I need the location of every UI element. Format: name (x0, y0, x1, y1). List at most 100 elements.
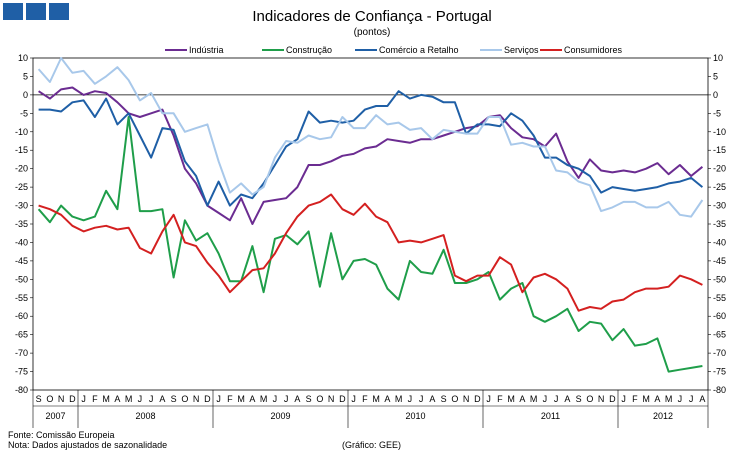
month-label: J (408, 394, 413, 404)
y-tick-label-right: -20 (713, 164, 726, 174)
y-tick-label-right: -10 (713, 127, 726, 137)
legend-label: Consumidores (564, 45, 623, 55)
month-label: M (125, 394, 133, 404)
year-label: 2010 (405, 411, 425, 421)
month-label: A (654, 394, 660, 404)
month-label: J (81, 394, 86, 404)
credit-note: (Gráfico: GEE) (342, 440, 402, 450)
y-tick-label-left: -50 (15, 274, 28, 284)
chart-subtitle: (pontos) (354, 27, 391, 38)
y-tick-label-left: -35 (15, 219, 28, 229)
y-tick-label-left: -20 (15, 164, 28, 174)
year-label: 2011 (541, 411, 560, 421)
month-label: N (58, 394, 65, 404)
chart-title: Indicadores de Confiança - Portugal (252, 8, 491, 25)
month-label: A (384, 394, 390, 404)
y-tick-label-left: -65 (15, 330, 28, 340)
month-label: O (181, 394, 188, 404)
month-label: J (621, 394, 626, 404)
series-line-ind-stria (38, 86, 704, 225)
legend-label: Construção (286, 45, 332, 55)
month-label: D (339, 394, 346, 404)
logo-block-2 (26, 3, 46, 20)
y-tick-label-left: -60 (15, 311, 28, 321)
legend-label: Serviços (504, 45, 539, 55)
month-label: N (328, 394, 335, 404)
month-label: A (519, 394, 525, 404)
month-label: J (149, 394, 154, 404)
month-label: F (362, 394, 368, 404)
month-label: J (486, 394, 491, 404)
month-label: J (351, 394, 356, 404)
month-label: S (306, 394, 312, 404)
month-label: J (138, 394, 143, 404)
month-label: J (689, 394, 694, 404)
month-label: N (598, 394, 605, 404)
month-label: M (102, 394, 110, 404)
month-label: F (632, 394, 638, 404)
y-tick-label-right: -65 (713, 330, 726, 340)
month-label: D (69, 394, 76, 404)
plot-area: 10 10 5 5 0 0 -5 -5 -10 -10 -15 -15 -20 -20 -25 -25 -30 -… (15, 53, 726, 428)
month-label: D (474, 394, 481, 404)
series-line-constru-o (37, 116, 703, 373)
month-label: M (665, 394, 673, 404)
legend: Indústria Construção Comércio a Retalho Ser… (165, 45, 623, 55)
y-tick-label-right: -25 (713, 182, 726, 192)
y-tick-label-left: -45 (15, 256, 28, 266)
month-label: M (260, 394, 268, 404)
y-tick-label-left: -25 (15, 182, 28, 192)
month-label: S (36, 394, 42, 404)
y-tick-label-right: -15 (713, 145, 726, 155)
month-label: F (92, 394, 98, 404)
y-tick-label-left: 10 (18, 53, 28, 63)
y-tick-label-left: 0 (23, 90, 28, 100)
gee-logo (3, 3, 69, 20)
y-tick-label-left: 5 (23, 71, 28, 81)
y-tick-label-right: -40 (713, 237, 726, 247)
series-line-com-rcio-a-retalho (38, 90, 704, 207)
month-label: A (699, 394, 705, 404)
y-tick-label-left: -55 (15, 293, 28, 303)
month-label: F (497, 394, 503, 404)
y-tick-label-right: -35 (713, 219, 726, 229)
source-note: Fonte: Comissão Europeia (8, 430, 115, 440)
y-tick-label-right: -55 (713, 293, 726, 303)
series-line-servi-os (37, 57, 704, 218)
month-label: A (294, 394, 300, 404)
month-label: A (159, 394, 165, 404)
y-tick-label-left: -15 (15, 145, 28, 155)
month-label: M (507, 394, 515, 404)
month-label: M (642, 394, 650, 404)
adjustment-note: Nota: Dados ajustados de sazonalidade (8, 440, 168, 450)
month-label: J (678, 394, 683, 404)
month-label: N (193, 394, 200, 404)
y-tick-label-right: -60 (713, 311, 726, 321)
month-label: O (451, 394, 458, 404)
year-label: 2012 (653, 411, 673, 421)
month-label: J (216, 394, 221, 404)
month-label: J (419, 394, 424, 404)
year-label: 2007 (45, 411, 65, 421)
month-label: O (586, 394, 593, 404)
month-label: F (227, 394, 233, 404)
logo-block-1 (3, 3, 23, 20)
y-tick-label-left: -5 (20, 108, 28, 118)
month-label: O (46, 394, 53, 404)
month-label: D (204, 394, 211, 404)
y-tick-label-right: 0 (713, 90, 718, 100)
month-label: A (429, 394, 435, 404)
y-tick-label-left: -40 (15, 237, 28, 247)
y-tick-label-left: -80 (15, 385, 28, 395)
legend-label: Indústria (189, 45, 224, 55)
year-label: 2008 (135, 411, 155, 421)
y-tick-label-right: -70 (713, 348, 726, 358)
month-label: A (249, 394, 255, 404)
y-tick-label-right: -75 (713, 367, 726, 377)
month-label: M (530, 394, 538, 404)
month-label: S (171, 394, 177, 404)
y-tick-label-left: -30 (15, 201, 28, 211)
month-label: D (609, 394, 616, 404)
month-label: N (463, 394, 470, 404)
year-label: 2009 (270, 411, 290, 421)
